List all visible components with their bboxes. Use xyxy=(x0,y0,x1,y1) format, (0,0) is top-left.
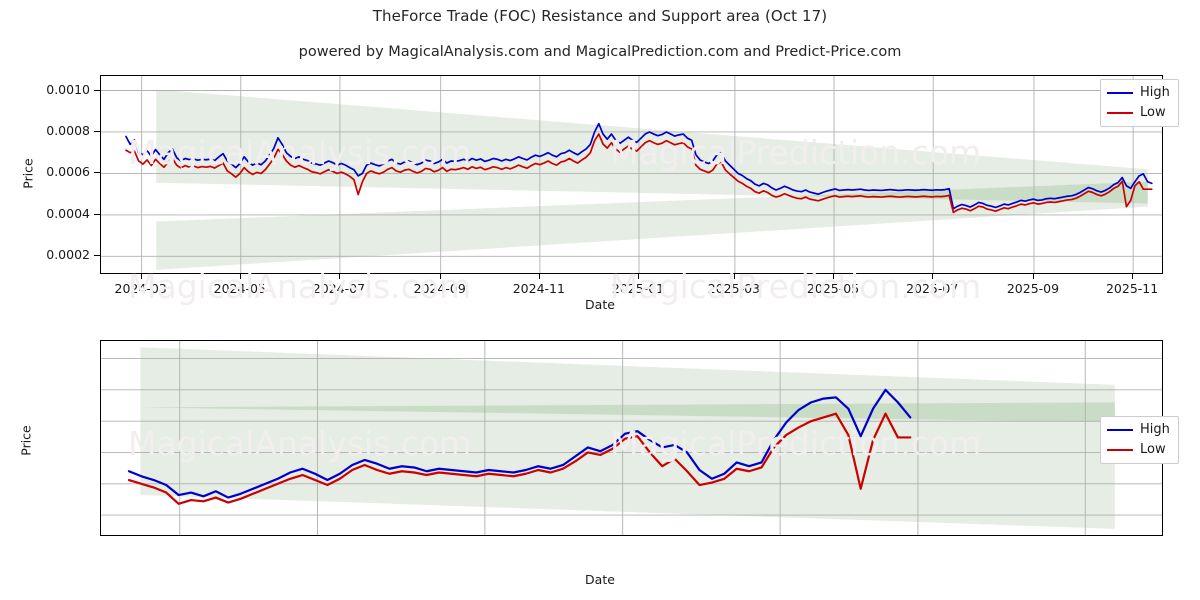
xtick-mark xyxy=(239,274,241,279)
xtick-mark xyxy=(1032,274,1034,279)
ytick-label: 0.0006 xyxy=(46,164,90,180)
support-band xyxy=(156,181,1148,270)
xtick-label: 2024-07 xyxy=(312,281,366,296)
xtick-mark xyxy=(140,274,142,279)
xtick-mark xyxy=(538,274,540,279)
xtick-label: 2024-03 xyxy=(114,281,167,296)
ytick-label: 0.0008 xyxy=(46,122,90,138)
page-title: TheForce Trade (FOC) Resistance and Supp… xyxy=(372,7,828,25)
ytick-mark xyxy=(94,213,100,215)
series-line-high xyxy=(127,388,912,499)
legend-label-high: High xyxy=(1140,422,1170,437)
ytick-label: 0.0002 xyxy=(46,247,90,263)
xtick-label: 2025-03 xyxy=(707,281,760,296)
xtick-mark xyxy=(638,274,639,279)
legend-swatch-high xyxy=(1107,92,1133,94)
xtick-label: 2025-07 xyxy=(906,281,959,296)
resistance-band xyxy=(156,89,1148,204)
xtick-label: 2024-09 xyxy=(413,281,466,296)
xtick-mark xyxy=(833,274,835,279)
resistance-band xyxy=(140,347,1115,423)
series-line-low xyxy=(125,133,1153,214)
bottom-chart-svg xyxy=(101,341,1162,535)
legend-item-high[interactable]: High xyxy=(1107,422,1170,438)
xtick-label: 2025-01 xyxy=(611,281,665,296)
series-line-low xyxy=(127,412,912,505)
bottom-chart-panel: Price Date 0.000400.000450.000500.000550… xyxy=(0,320,1200,600)
xtick-label: 2025-09 xyxy=(1006,281,1060,296)
series-line-high xyxy=(125,122,1153,210)
xtick-label: 2024-11 xyxy=(512,281,565,296)
ytick-mark xyxy=(94,130,100,132)
ytick-mark xyxy=(94,255,100,257)
xtick-mark xyxy=(932,274,934,279)
page-subtitle: powered by MagicalAnalysis.com and Magic… xyxy=(298,44,902,60)
top-chart-plot-area xyxy=(100,75,1163,274)
legend-swatch-high xyxy=(1107,429,1133,431)
legend-swatch-low xyxy=(1107,112,1133,114)
ytick-mark xyxy=(94,172,100,174)
support-band xyxy=(140,402,1115,529)
top-chart-panel: Price Date 0.0002 0.0004 0.0006 0.0008 0.001… xyxy=(21,75,1179,312)
xtick-mark xyxy=(733,274,735,279)
xtick-mark xyxy=(1132,274,1134,279)
xtick-label: 2025-11 xyxy=(1105,281,1159,296)
ytick-label: 0.0010 xyxy=(46,81,90,97)
ytick-mark xyxy=(94,89,100,91)
xtick-mark xyxy=(439,274,441,279)
legend-label-low: Low xyxy=(1140,105,1166,120)
xtick-label: 2024-05 xyxy=(213,281,266,296)
xtick-label: 2025-05 xyxy=(806,281,860,296)
legend-label-high: High xyxy=(1140,85,1170,100)
top-chart-xlabel: Date xyxy=(585,297,615,312)
bottom-chart-legend[interactable]: High Low xyxy=(1100,416,1179,464)
bottom-chart-plot-area xyxy=(100,340,1163,536)
bottom-chart-ylabel: Price xyxy=(18,425,34,456)
legend-swatch-low xyxy=(1107,449,1133,451)
legend-item-low[interactable]: Low xyxy=(1107,105,1170,121)
legend-label-low: Low xyxy=(1140,442,1166,457)
legend-item-low[interactable]: Low xyxy=(1107,442,1170,458)
ytick-label: 0.0004 xyxy=(46,205,90,221)
xtick-mark xyxy=(338,274,340,279)
bottom-chart-xlabel: Date xyxy=(585,572,615,587)
top-chart-legend[interactable]: High Low xyxy=(1100,79,1179,127)
top-chart-svg xyxy=(101,76,1162,273)
legend-item-high[interactable]: High xyxy=(1107,85,1170,101)
